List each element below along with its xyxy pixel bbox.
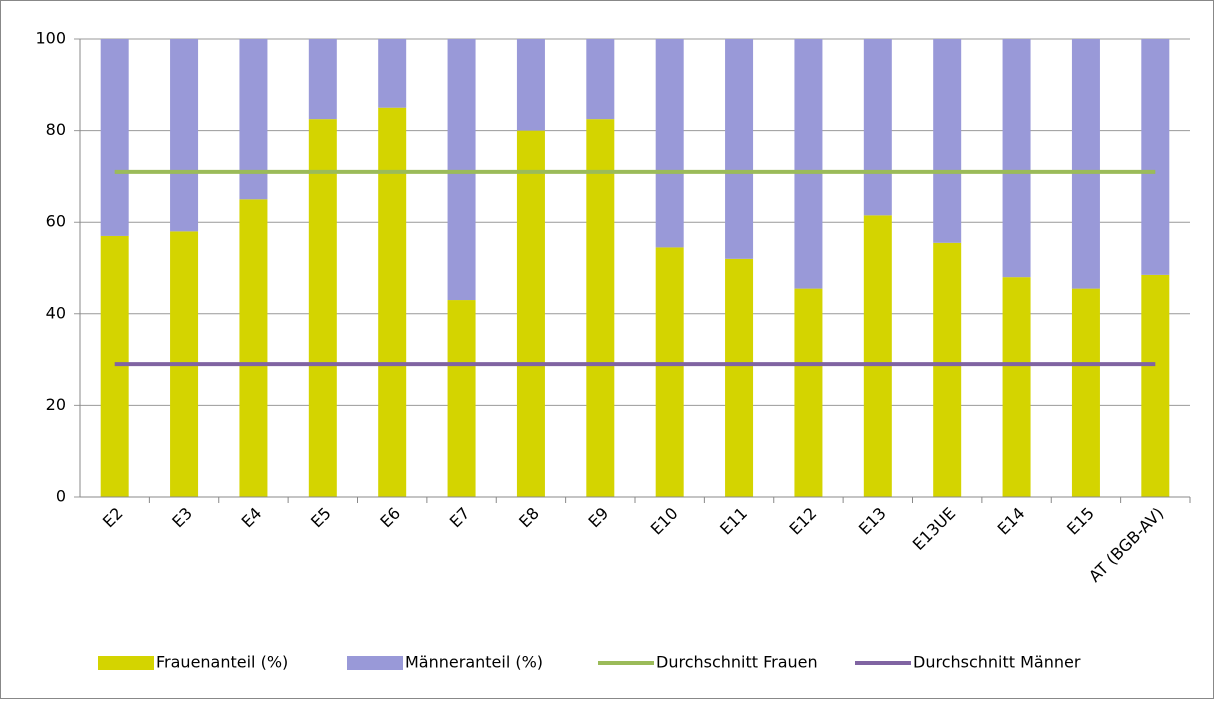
bar xyxy=(1141,39,1170,275)
y-tick-label: 100 xyxy=(35,29,66,48)
legend-swatch xyxy=(98,656,154,670)
bar xyxy=(1002,277,1031,497)
bar xyxy=(586,119,615,498)
bar xyxy=(308,39,337,120)
bar xyxy=(378,107,407,497)
bar xyxy=(239,39,268,200)
bar xyxy=(1002,39,1031,278)
bar xyxy=(378,39,407,108)
bar xyxy=(586,39,615,120)
bar xyxy=(239,199,268,498)
bar xyxy=(933,39,962,243)
legend-label: Durchschnitt Frauen xyxy=(656,653,818,672)
legend-label: Männeranteil (%) xyxy=(405,653,543,672)
bar xyxy=(170,39,199,232)
bar xyxy=(516,39,545,131)
bar xyxy=(725,39,754,259)
bar xyxy=(516,130,545,497)
bar xyxy=(655,39,684,248)
y-tick-label: 80 xyxy=(46,120,66,139)
legend-label: Frauenanteil (%) xyxy=(156,653,288,672)
bar xyxy=(655,247,684,497)
bar xyxy=(100,39,129,236)
bar xyxy=(100,235,129,497)
bar xyxy=(863,215,892,497)
bar xyxy=(447,300,476,497)
legend-label: Durchschnitt Männer xyxy=(913,653,1081,672)
bar xyxy=(447,39,476,301)
y-tick-label: 20 xyxy=(46,395,66,414)
bar xyxy=(863,39,892,216)
legend-swatch xyxy=(347,656,403,670)
bar xyxy=(794,39,823,289)
y-tick-label: 0 xyxy=(56,487,66,506)
bar xyxy=(1071,288,1100,497)
y-tick-label: 60 xyxy=(46,212,66,231)
bar xyxy=(1141,274,1170,497)
bar xyxy=(1071,39,1100,289)
bar xyxy=(933,242,962,497)
y-tick-label: 40 xyxy=(46,303,66,322)
bar xyxy=(725,258,754,497)
bar xyxy=(308,119,337,498)
bar xyxy=(794,288,823,497)
